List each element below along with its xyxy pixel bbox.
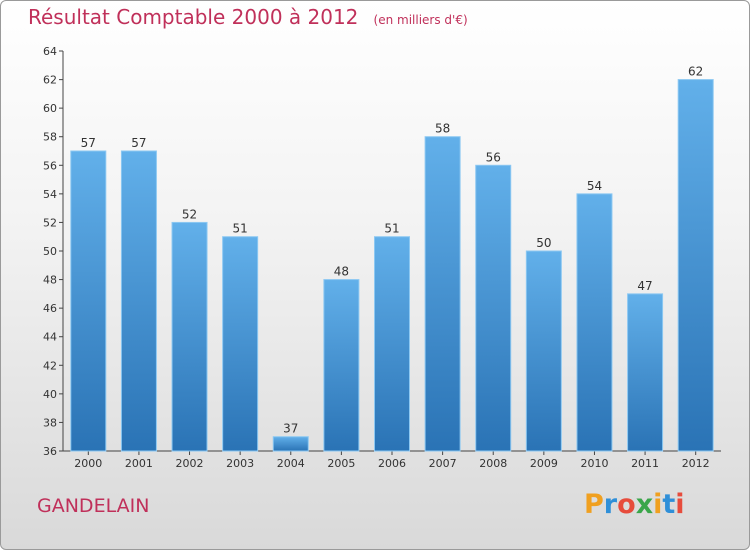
y-tick-label: 36 — [43, 445, 57, 458]
bar-value-label: 37 — [283, 422, 298, 436]
bar-value-label: 48 — [334, 265, 349, 279]
y-tick-label: 50 — [43, 245, 57, 258]
bar-2003 — [222, 236, 259, 452]
bar-value-label: 54 — [587, 179, 602, 193]
bar-2007 — [424, 136, 461, 452]
bar-value-label: 52 — [182, 207, 197, 221]
y-tick-label: 38 — [43, 416, 57, 429]
x-tick-label: 2010 — [580, 457, 608, 470]
x-tick-label: 2000 — [74, 457, 102, 470]
y-tick-label: 52 — [43, 216, 57, 229]
bar-value-label: 50 — [536, 236, 551, 250]
proxiti-logo[interactable]: Proxiti — [584, 489, 685, 520]
chart-subtitle: (en milliers d'€) — [373, 13, 468, 27]
x-tick-label: 2007 — [429, 457, 457, 470]
y-tick-label: 62 — [43, 74, 57, 87]
bar-value-label: 56 — [486, 150, 501, 164]
y-tick-label: 64 — [43, 45, 57, 58]
bar-value-label: 58 — [435, 122, 450, 136]
chart-title-block: Résultat Comptable 2000 à 2012 (en milli… — [28, 5, 468, 29]
bar-2009 — [525, 250, 562, 452]
bar-2011 — [627, 293, 664, 452]
x-tick-label: 2006 — [378, 457, 406, 470]
logo-letter: o — [617, 489, 636, 520]
chart-axes: 36 38 40 42 44 46 48 50 52 54 56 58 60 62 64 2000 2001 20… — [43, 45, 721, 470]
x-tick-label: 2012 — [682, 457, 710, 470]
chart-title: Résultat Comptable 2000 à 2012 — [28, 5, 359, 29]
x-tick-label: 2008 — [479, 457, 507, 470]
logo-letter: i — [653, 489, 663, 520]
commune-name: GANDELAIN — [37, 495, 150, 517]
bar-value-label: 47 — [637, 279, 652, 293]
bar-2010 — [576, 193, 613, 452]
logo-letter: t — [662, 489, 676, 520]
logo-letter: x — [635, 489, 654, 520]
x-tick-label: 2001 — [125, 457, 153, 470]
y-tick-label: 54 — [43, 188, 57, 201]
x-tick-label: 2005 — [327, 457, 355, 470]
logo-letter: i — [675, 489, 685, 520]
x-tick-label: 2002 — [176, 457, 204, 470]
y-tick-label: 42 — [43, 359, 57, 372]
x-tick-label: 2011 — [631, 457, 659, 470]
bar-value-label: 51 — [384, 222, 399, 236]
bar-2000 — [70, 150, 107, 452]
chart-bars: 57 57 52 51 37 48 51 58 56 50 54 47 62 — [70, 65, 714, 452]
y-tick-label: 58 — [43, 131, 57, 144]
bar-2002 — [171, 221, 208, 452]
x-tick-label: 2009 — [530, 457, 558, 470]
bar-value-label: 57 — [131, 136, 146, 150]
bar-value-label: 62 — [688, 65, 703, 79]
bar-2012 — [677, 79, 714, 452]
y-tick-label: 44 — [43, 331, 57, 344]
x-tick-label: 2004 — [277, 457, 305, 470]
bar-value-label: 51 — [233, 222, 248, 236]
bar-2005 — [323, 279, 360, 452]
bar-value-label: 57 — [81, 136, 96, 150]
bar-2004 — [272, 436, 309, 452]
y-tick-label: 60 — [43, 102, 57, 115]
logo-letter: r — [603, 489, 618, 520]
y-tick-label: 56 — [43, 159, 57, 172]
x-tick-label: 2003 — [226, 457, 254, 470]
bar-2008 — [475, 164, 512, 452]
bar-2001 — [120, 150, 157, 452]
y-tick-label: 48 — [43, 274, 57, 287]
y-tick-label: 46 — [43, 302, 57, 315]
bar-2006 — [374, 236, 410, 452]
logo-letter: P — [584, 489, 604, 520]
y-tick-label: 40 — [43, 388, 57, 401]
